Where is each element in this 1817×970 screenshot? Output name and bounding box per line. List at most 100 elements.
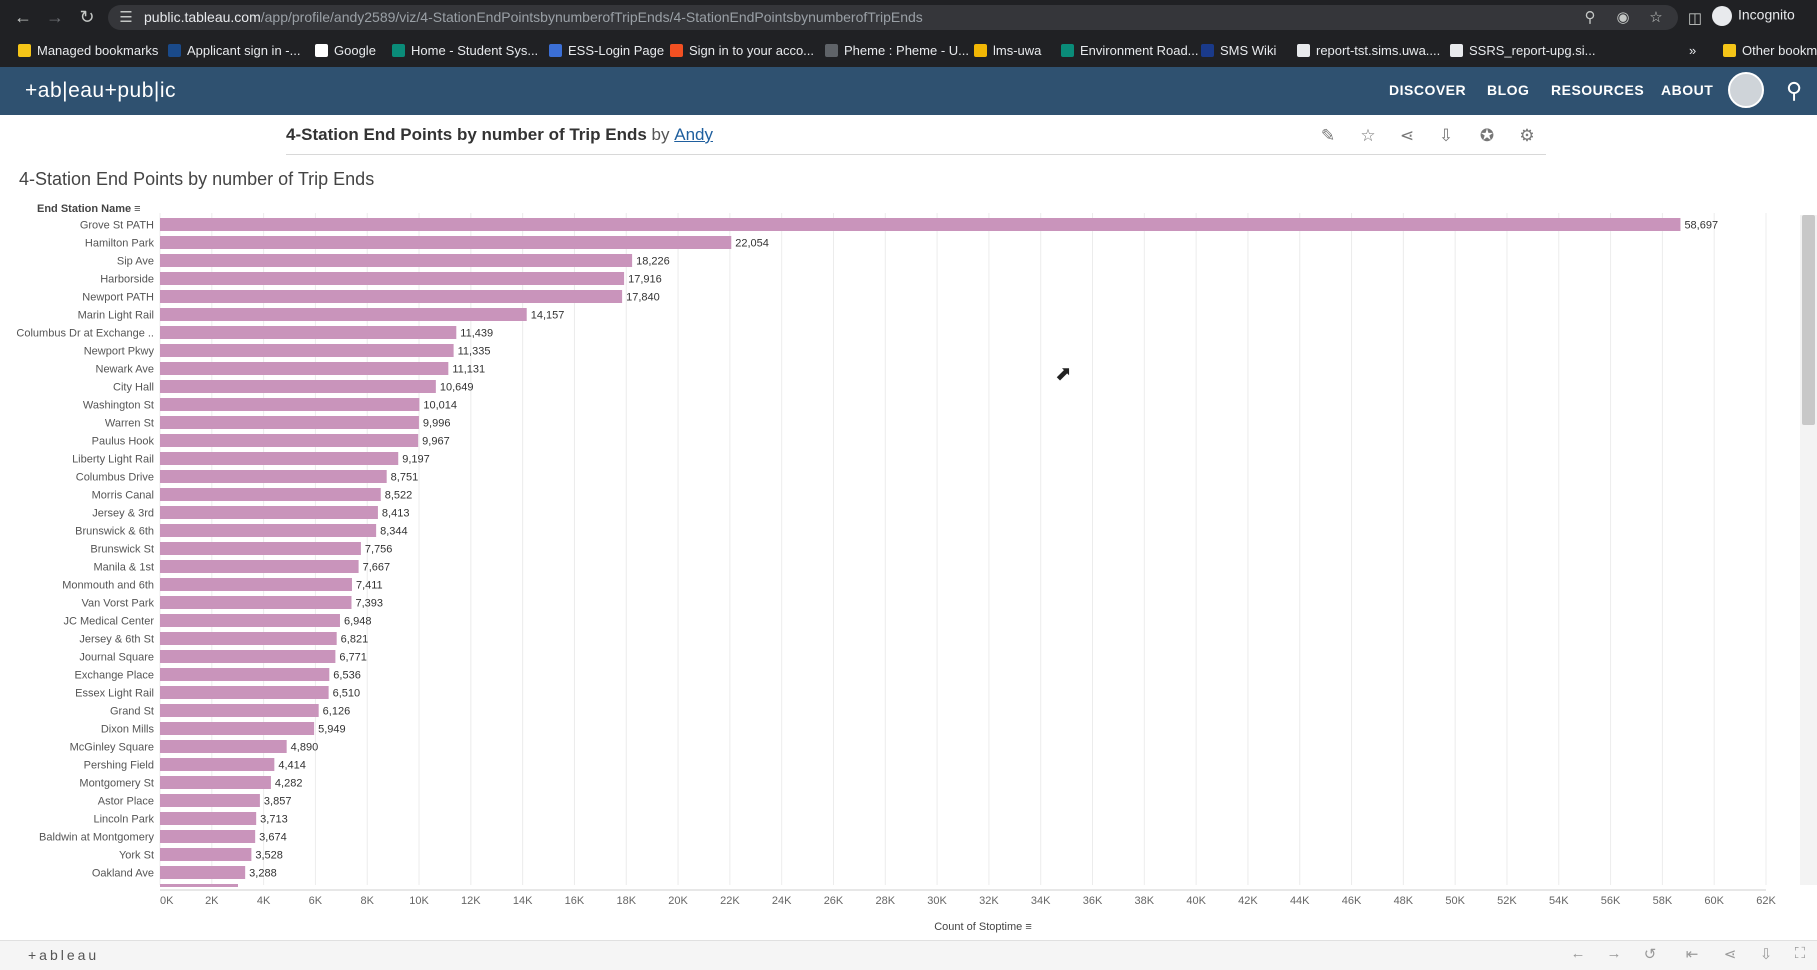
bookmark-star-icon[interactable]: ☆: [1649, 9, 1663, 26]
tableau-footer-logo[interactable]: +ableau: [28, 947, 100, 963]
other-bookmarks-folder[interactable]: Other bookm: [1723, 43, 1817, 58]
x-tick-label: 10K: [409, 895, 429, 907]
forward-arrow-icon[interactable]: →: [46, 7, 64, 27]
x-tick-label: 34K: [1031, 895, 1051, 907]
bookmark-item[interactable]: Applicant sign in -...: [168, 43, 300, 58]
data-label: 6,821: [341, 634, 369, 646]
category-label: Pershing Field: [84, 760, 154, 772]
category-label: Liberty Light Rail: [72, 454, 154, 466]
browser-toolbar: ← → ↻ ☰ public.tableau.com/app/profile/a…: [0, 0, 1817, 35]
first-icon[interactable]: ⇤: [1685, 946, 1699, 963]
bookmark-item[interactable]: Pheme : Pheme - U...: [825, 43, 969, 58]
x-tick-label: 58K: [1653, 895, 1673, 907]
category-label: Warren St: [105, 418, 154, 430]
incognito-indicator[interactable]: Incognito: [1712, 6, 1795, 26]
category-label: Newport Pkwy: [84, 346, 155, 358]
bar: [160, 758, 275, 771]
favorite-star-icon[interactable]: ☆: [1360, 126, 1376, 145]
tableau-public-logo[interactable]: +ab|eau+pub|ic: [25, 79, 177, 102]
bookmarks-bar: Managed bookmarks Applicant sign in -... G…: [0, 35, 1817, 68]
bookmark-item[interactable]: ESS-Login Page: [549, 43, 664, 58]
address-bar[interactable]: ☰ public.tableau.com/app/profile/andy258…: [108, 5, 1678, 30]
nav-resources[interactable]: RESOURCES: [1551, 82, 1645, 98]
bookmark-item[interactable]: SSRS_report-upg.si...: [1450, 43, 1595, 58]
nav-about[interactable]: ABOUT: [1661, 82, 1714, 98]
edit-icon[interactable]: ✎: [1320, 126, 1336, 145]
x-tick-label: 24K: [772, 895, 792, 907]
viz-by-text: by: [651, 125, 670, 144]
bookmark-item[interactable]: SMS Wiki: [1201, 43, 1276, 58]
x-tick-label: 32K: [979, 895, 999, 907]
bar: [160, 308, 527, 321]
bookmark-favicon-icon: [974, 44, 987, 57]
badge-icon[interactable]: ✪: [1479, 126, 1495, 145]
data-label: 4,282: [275, 778, 303, 790]
download-icon[interactable]: ⇩: [1438, 126, 1454, 145]
data-label: 3,528: [255, 850, 283, 862]
viz-title: 4-Station End Points by number of Trip E…: [286, 125, 713, 145]
revert-icon[interactable]: ↺: [1643, 946, 1657, 963]
zoom-icon[interactable]: ⚲: [1584, 9, 1596, 26]
download-icon[interactable]: ⇩: [1759, 946, 1773, 963]
data-label: 4,890: [291, 742, 319, 754]
bookmark-label: Google: [334, 43, 376, 58]
bar: [160, 866, 246, 879]
category-label: Grand St: [110, 706, 154, 718]
bookmark-item[interactable]: lms-uwa: [974, 43, 1041, 58]
nav-blog[interactable]: BLOG: [1487, 82, 1530, 98]
reload-icon[interactable]: ↻: [79, 7, 95, 27]
data-label: 6,126: [323, 706, 351, 718]
bookmark-favicon-icon: [1201, 44, 1214, 57]
x-tick-label: 38K: [1135, 895, 1155, 907]
bar: [160, 578, 352, 591]
sheet-title: 4-Station End Points by number of Trip E…: [19, 169, 375, 189]
avatar[interactable]: [1728, 72, 1764, 108]
category-label: Oakland Ave: [92, 868, 154, 880]
back-arrow-icon[interactable]: ←: [14, 7, 32, 27]
share-icon[interactable]: ⋖: [1723, 946, 1737, 963]
search-icon[interactable]: ⚲: [1786, 78, 1803, 103]
x-tick-label: 6K: [309, 895, 323, 907]
redo-icon[interactable]: →: [1606, 945, 1622, 962]
bar: [160, 740, 287, 753]
category-label: Dixon Mills: [101, 724, 155, 736]
url-text[interactable]: public.tableau.com/app/profile/andy2589/…: [144, 9, 923, 25]
x-tick-label: 2K: [205, 895, 219, 907]
data-label: 11,131: [452, 364, 485, 376]
data-label: 6,948: [344, 616, 372, 628]
bookmarks-overflow-button[interactable]: »: [1689, 43, 1697, 58]
undo-icon[interactable]: ←: [1570, 945, 1586, 962]
x-tick-label: 4K: [257, 895, 271, 907]
bar: [160, 272, 625, 285]
data-label: 3,288: [249, 868, 277, 880]
viz-title-bar: 4-Station End Points by number of Trip E…: [286, 118, 1546, 155]
site-info-icon[interactable]: ☰: [119, 9, 133, 26]
side-panel-icon[interactable]: ◫: [1687, 10, 1703, 27]
data-label: 10,014: [423, 400, 457, 412]
bookmark-favicon-icon: [315, 44, 328, 57]
bookmark-item[interactable]: Environment Road...: [1061, 43, 1199, 58]
x-tick-label: 52K: [1497, 895, 1517, 907]
y-axis-header: End Station Name ≡: [37, 203, 141, 215]
category-label: Newark Ave: [96, 364, 155, 376]
bookmark-item[interactable]: report-tst.sims.uwa....: [1297, 43, 1440, 58]
nav-discover[interactable]: DISCOVER: [1389, 82, 1467, 98]
bar: [160, 776, 271, 789]
bookmark-item[interactable]: Sign in to your acco...: [670, 43, 814, 58]
chart-scroll-thumb[interactable]: [1802, 215, 1815, 425]
bookmark-item[interactable]: Google: [315, 43, 376, 58]
data-label: 14,157: [531, 310, 565, 322]
category-label: Brunswick & 6th: [75, 526, 154, 538]
mouse-cursor-icon: ⬈: [1055, 363, 1072, 385]
data-label: 7,756: [365, 544, 393, 556]
data-label: 8,413: [382, 508, 410, 520]
category-label: Morris Canal: [92, 490, 154, 502]
bar-chart: End Station Name ≡ Grove St PATH 58,697 Ham…: [16, 203, 1776, 933]
bookmark-item[interactable]: Home - Student Sys...: [392, 43, 538, 58]
fullscreen-icon[interactable]: ⛶: [1794, 945, 1806, 962]
settings-gear-icon[interactable]: ⚙: [1519, 126, 1535, 145]
viz-author-link[interactable]: Andy: [674, 125, 713, 144]
share-icon[interactable]: ⋖: [1399, 126, 1415, 145]
bookmark-item[interactable]: Managed bookmarks: [18, 43, 158, 58]
tracking-icon[interactable]: ◉: [1616, 9, 1630, 26]
